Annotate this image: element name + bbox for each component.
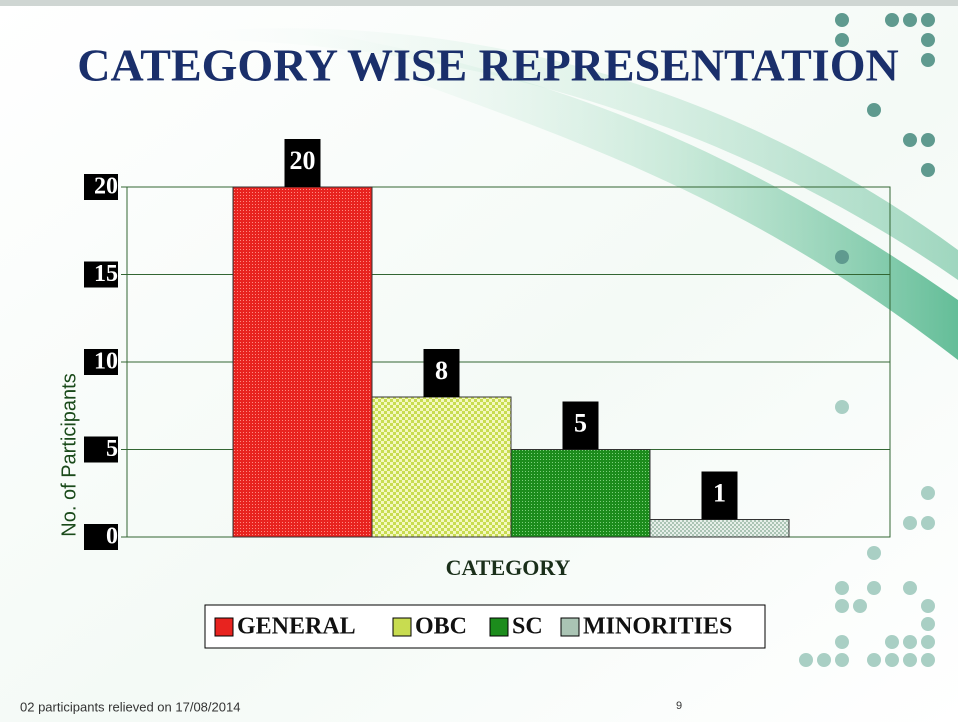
- value-label: 20: [290, 146, 316, 175]
- bar: [232, 186, 373, 538]
- y-tick-box: [84, 349, 118, 375]
- value-label-box: [423, 349, 460, 397]
- y-tick-box: [84, 261, 118, 288]
- bar: [649, 519, 790, 538]
- legend-swatch: [392, 617, 412, 637]
- value-label: 8: [435, 356, 448, 385]
- value-label-box: [701, 471, 738, 520]
- legend-swatch: [214, 617, 234, 637]
- y-tick-box: [84, 524, 118, 550]
- y-tick-box: [84, 436, 118, 463]
- legend-label: OBC: [415, 614, 467, 640]
- bar: [371, 396, 512, 538]
- decor-dots: [835, 13, 935, 264]
- top-strip: [0, 0, 958, 6]
- legend-label: GENERAL: [237, 614, 356, 640]
- y-tick-label: 5: [106, 436, 118, 462]
- y-tick-label: 0: [106, 524, 118, 550]
- x-axis-label: CATEGORY: [446, 555, 571, 580]
- decor-dots: [799, 400, 935, 667]
- legend-label: MINORITIES: [583, 614, 732, 640]
- legend-label: SC: [512, 614, 543, 640]
- value-label: 1: [713, 478, 726, 507]
- legend: [204, 604, 766, 649]
- y-tick-label: 10: [94, 349, 118, 375]
- y-axis-label: No. of Participants: [58, 373, 80, 536]
- legend-swatch: [489, 617, 509, 637]
- value-label: 5: [574, 408, 587, 437]
- value-label-box: [562, 401, 599, 450]
- y-tick-label: 20: [94, 174, 118, 200]
- y-tick-box: [84, 174, 118, 200]
- y-tick-label: 15: [94, 261, 118, 287]
- page-number: 9: [676, 700, 682, 712]
- value-label-box: [284, 139, 321, 187]
- footer-note: 02 participants relieved on 17/08/2014: [20, 699, 240, 714]
- legend-swatch: [560, 617, 580, 637]
- swoosh: [120, 28, 958, 281]
- bar: [510, 449, 651, 538]
- slide-title: CATEGORY WISE REPRESENTATION: [77, 40, 898, 91]
